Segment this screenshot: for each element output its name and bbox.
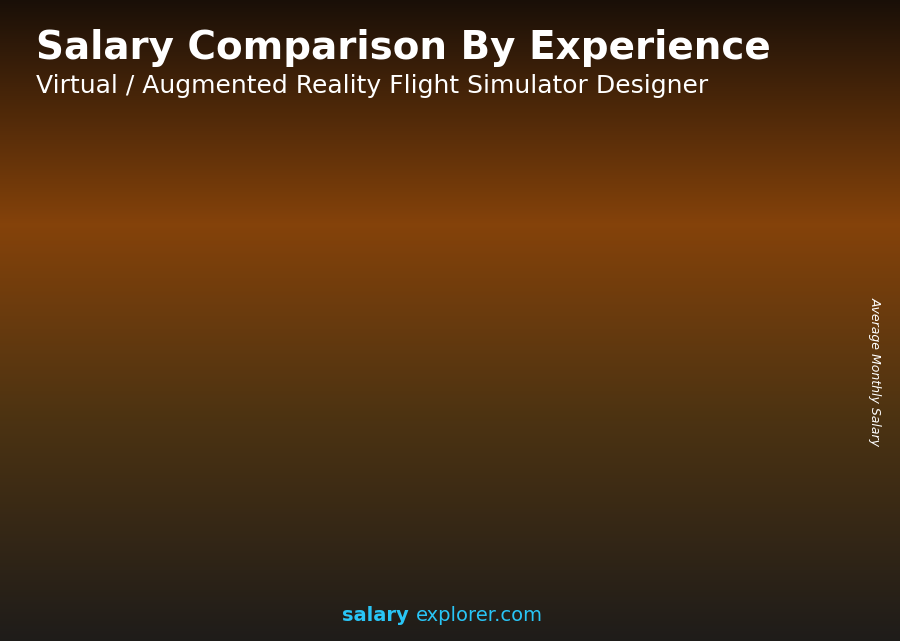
Polygon shape [720, 19, 756, 83]
Text: +23%: +23% [405, 240, 477, 260]
Bar [720, 62, 810, 83]
FancyBboxPatch shape [230, 393, 295, 397]
FancyBboxPatch shape [587, 274, 652, 281]
Text: 970 JOD: 970 JOD [103, 419, 184, 437]
Text: +42%: +42% [167, 354, 238, 374]
FancyBboxPatch shape [468, 292, 533, 558]
FancyBboxPatch shape [706, 247, 714, 558]
FancyBboxPatch shape [468, 292, 533, 299]
Text: 2,360 JOD: 2,360 JOD [570, 252, 670, 270]
FancyBboxPatch shape [349, 341, 414, 558]
FancyBboxPatch shape [706, 247, 771, 558]
FancyBboxPatch shape [587, 274, 652, 558]
Text: +32%: +32% [286, 296, 358, 315]
Text: salary: salary [342, 606, 409, 625]
Bar [720, 40, 810, 62]
Text: Virtual / Augmented Reality Flight Simulator Designer: Virtual / Augmented Reality Flight Simul… [36, 74, 708, 97]
Text: 2,580 JOD: 2,580 JOD [688, 226, 788, 244]
FancyBboxPatch shape [230, 393, 238, 558]
Text: ★: ★ [728, 46, 739, 56]
Bar [720, 19, 810, 41]
FancyBboxPatch shape [111, 441, 176, 444]
FancyBboxPatch shape [587, 274, 595, 558]
FancyBboxPatch shape [230, 393, 295, 558]
FancyBboxPatch shape [111, 441, 119, 558]
Text: explorer.com: explorer.com [416, 606, 543, 625]
Text: 2,210 JOD: 2,210 JOD [451, 270, 551, 288]
FancyBboxPatch shape [111, 441, 176, 558]
Text: +10%: +10% [643, 182, 716, 202]
Text: +6%: +6% [532, 215, 589, 235]
FancyBboxPatch shape [349, 341, 356, 558]
Text: Salary Comparison By Experience: Salary Comparison By Experience [36, 29, 770, 67]
Text: Average Monthly Salary: Average Monthly Salary [868, 297, 881, 446]
FancyBboxPatch shape [706, 247, 771, 255]
Text: 1,800 JOD: 1,800 JOD [331, 319, 432, 337]
FancyBboxPatch shape [468, 292, 475, 558]
FancyBboxPatch shape [349, 341, 414, 347]
Text: 1,370 JOD: 1,370 JOD [212, 370, 312, 389]
